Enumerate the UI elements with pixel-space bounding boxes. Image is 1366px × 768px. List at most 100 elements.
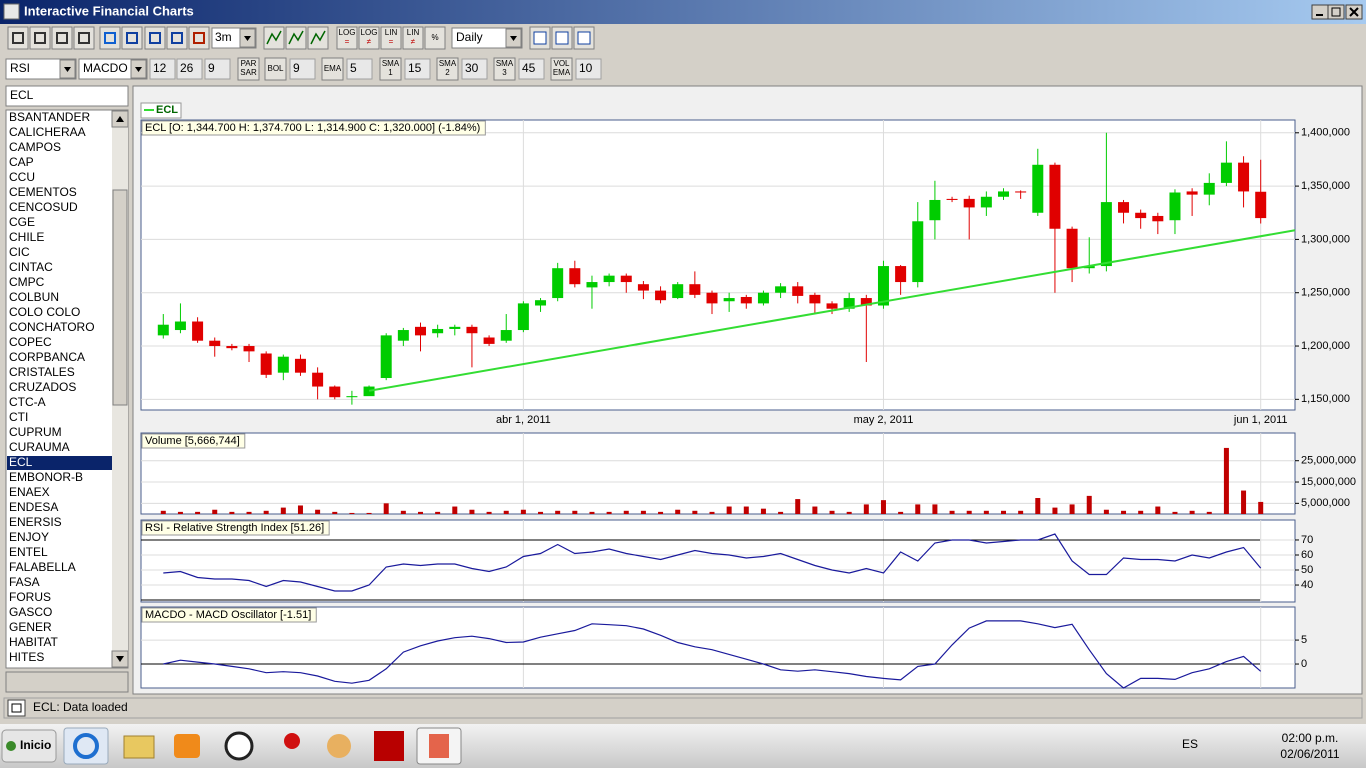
ticker-item[interactable]: COLBUN <box>9 290 59 304</box>
ticker-item[interactable]: CTC-A <box>9 395 46 409</box>
ticker-item[interactable]: CAMPOS <box>9 140 61 154</box>
tool-button[interactable] <box>166 26 188 50</box>
param-field[interactable] <box>204 58 231 80</box>
candle-body <box>243 346 255 352</box>
ticker-item[interactable]: CALICHERAA <box>9 125 86 139</box>
pdf-icon[interactable] <box>374 731 404 761</box>
ticker-item[interactable]: CENCOSUD <box>9 200 78 214</box>
param-field[interactable] <box>346 58 373 80</box>
tool-button[interactable] <box>144 26 166 50</box>
tool-button[interactable] <box>188 26 210 50</box>
tool-button[interactable] <box>402 26 424 50</box>
candle-body <box>1015 191 1027 193</box>
scale-button-label: ≠ <box>367 37 372 46</box>
ticker-item[interactable]: CHILE <box>9 230 44 244</box>
ticker-item[interactable]: CRUZADOS <box>9 380 76 394</box>
ticker-item[interactable]: CTI <box>9 410 28 424</box>
tool-button[interactable] <box>99 26 121 50</box>
param-field[interactable] <box>461 58 488 80</box>
scroll-thumb[interactable] <box>112 189 128 406</box>
panel <box>140 432 1296 515</box>
ticker-item[interactable]: FASA <box>9 575 40 589</box>
param-field[interactable] <box>149 58 176 80</box>
tool-button[interactable] <box>7 26 29 50</box>
ie-button[interactable] <box>63 727 109 765</box>
indicator-2-combo[interactable] <box>78 58 148 80</box>
param-field[interactable] <box>404 58 431 80</box>
tool-button[interactable] <box>436 57 459 81</box>
ticker-item[interactable]: HABITAT <box>9 635 59 649</box>
ticker-item[interactable]: EMBONOR-B <box>9 470 83 484</box>
tool-button[interactable] <box>264 57 287 81</box>
tool-button[interactable] <box>51 26 73 50</box>
volume-bar <box>332 511 338 514</box>
interval-combo[interactable] <box>451 27 523 49</box>
param-field[interactable] <box>289 58 316 80</box>
ticker-item[interactable]: FALABELLA <box>9 560 76 574</box>
paint-icon[interactable] <box>327 734 351 758</box>
tool-button[interactable] <box>550 57 573 81</box>
candle-body <box>432 328 444 334</box>
ticker-item[interactable]: ENTEL <box>9 545 48 559</box>
ticker-item[interactable]: FORUS <box>9 590 51 604</box>
x-tick-label: may 2, 2011 <box>854 414 914 426</box>
legend-label: ECL <box>156 104 178 116</box>
ticker-item[interactable]: CUPRUM <box>9 425 62 439</box>
candle-body <box>757 292 769 304</box>
language-indicator[interactable]: ES <box>1182 737 1198 751</box>
tool-button[interactable] <box>237 57 260 81</box>
param-field[interactable] <box>176 58 203 80</box>
tool-button[interactable] <box>379 57 402 81</box>
explorer-icon[interactable] <box>123 735 155 759</box>
ticker-item[interactable]: BSANTANDER <box>9 110 90 124</box>
tool-button[interactable] <box>121 26 143 50</box>
ticker-item[interactable]: CAP <box>9 155 34 169</box>
tool-button[interactable] <box>336 26 358 50</box>
volume-bar <box>1035 498 1041 514</box>
ticker-item[interactable]: CINTAC <box>9 260 53 274</box>
ticker-item[interactable]: CORPBANCA <box>9 350 85 364</box>
tool-button[interactable] <box>424 26 446 50</box>
ticker-item[interactable]: COPEC <box>9 335 52 349</box>
candle-body <box>1152 215 1164 222</box>
ticker-item[interactable]: GENER <box>9 620 52 634</box>
volume-bar <box>709 511 715 514</box>
ticker-item[interactable]: ENDESA <box>9 500 58 514</box>
ticker-item[interactable]: CURAUMA <box>9 440 70 454</box>
ticker-item[interactable]: ENJOY <box>9 530 49 544</box>
tool-button[interactable] <box>358 26 380 50</box>
ticker-item[interactable]: CMPC <box>9 275 45 289</box>
tool-button[interactable] <box>380 26 402 50</box>
tool-button[interactable] <box>493 57 516 81</box>
search-box[interactable] <box>5 85 129 107</box>
tool-button[interactable] <box>73 26 95 50</box>
ticker-item[interactable]: ENAEX <box>9 485 50 499</box>
chart-type-icon <box>266 30 282 45</box>
ticker-item[interactable]: CGE <box>9 215 35 229</box>
ticker-item[interactable]: ECL <box>9 455 33 469</box>
ticker-item[interactable]: COLO COLO <box>9 305 80 319</box>
media-icon[interactable] <box>174 734 200 758</box>
ticker-item[interactable]: CONCHATORO <box>9 320 95 334</box>
x-tick-label: jun 1, 2011 <box>1233 414 1288 426</box>
param-field[interactable] <box>518 58 545 80</box>
param-field[interactable] <box>575 58 602 80</box>
ticker-item[interactable]: CIC <box>9 245 30 259</box>
indicator-1-combo[interactable] <box>5 58 77 80</box>
ticker-item[interactable]: HITES <box>9 650 44 664</box>
start-button[interactable] <box>1 729 57 763</box>
tool-button[interactable] <box>321 57 344 81</box>
minimize-button[interactable] <box>1311 4 1329 20</box>
ticker-item[interactable]: ENERSIS <box>9 515 62 529</box>
ticker-item[interactable]: GASCO <box>9 605 52 619</box>
clock-icon[interactable] <box>224 731 254 761</box>
pin-icon[interactable] <box>284 733 300 749</box>
ticker-item[interactable]: CEMENTOS <box>9 185 77 199</box>
tool-button[interactable] <box>29 26 51 50</box>
ticker-item[interactable]: CCU <box>9 170 35 184</box>
candle-body <box>655 290 667 301</box>
indicator-button-label: VOL <box>553 59 570 68</box>
candle-body <box>1220 162 1232 183</box>
maximize-button[interactable] <box>1327 4 1345 20</box>
ticker-item[interactable]: CRISTALES <box>9 365 75 379</box>
